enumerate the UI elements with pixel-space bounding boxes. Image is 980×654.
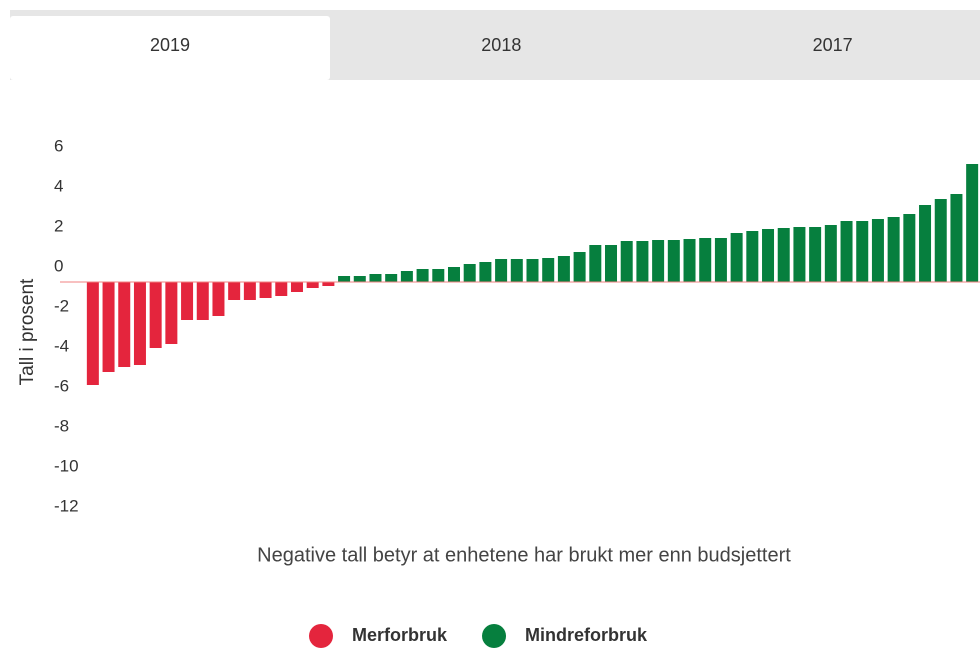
bar xyxy=(400,271,413,282)
bar xyxy=(762,229,775,282)
bar xyxy=(432,269,445,282)
y-tick-label: -6 xyxy=(54,376,69,395)
bar xyxy=(526,259,539,282)
bar xyxy=(228,282,241,300)
bar xyxy=(542,258,555,282)
active-tab xyxy=(10,16,330,80)
bar xyxy=(777,228,790,282)
bar xyxy=(683,239,696,282)
bar xyxy=(589,245,602,282)
bar xyxy=(86,282,99,385)
bar xyxy=(887,217,900,282)
bar xyxy=(919,205,932,282)
tab-label[interactable]: 2019 xyxy=(150,35,190,55)
bar xyxy=(149,282,162,348)
y-tick-label: 6 xyxy=(54,136,63,155)
bar xyxy=(133,282,146,365)
tab-label[interactable]: 2018 xyxy=(481,35,521,55)
y-tick-label: 0 xyxy=(54,256,63,275)
bar xyxy=(290,282,303,292)
y-tick-label: -4 xyxy=(54,336,69,355)
bar xyxy=(871,219,884,282)
bar xyxy=(730,233,743,282)
bar xyxy=(746,231,759,282)
x-axis-label: Negative tall betyr at enhetene har bruk… xyxy=(257,544,791,566)
bar xyxy=(793,227,806,282)
bar xyxy=(652,240,665,282)
y-tick-label: 2 xyxy=(54,216,63,235)
bar xyxy=(620,241,633,282)
bar xyxy=(385,274,398,282)
bar xyxy=(573,252,586,282)
bar xyxy=(824,225,837,282)
legend-label[interactable]: Merforbruk xyxy=(352,625,448,645)
bar xyxy=(934,199,947,282)
y-tick-label: -8 xyxy=(54,416,69,435)
bar xyxy=(259,282,272,298)
y-axis-label: Tall i prosent xyxy=(17,278,38,385)
y-tick-label: -12 xyxy=(54,496,79,515)
tab-label[interactable]: 2017 xyxy=(813,35,853,55)
bar xyxy=(950,194,963,282)
y-tick-label: 4 xyxy=(54,176,63,195)
bar xyxy=(212,282,225,316)
bar xyxy=(416,269,429,282)
bar xyxy=(903,214,916,282)
bar xyxy=(275,282,288,296)
tabs: 2019 2018 2017 xyxy=(10,16,853,80)
bar xyxy=(369,274,382,282)
bar xyxy=(557,256,570,282)
bar xyxy=(463,264,476,282)
bar xyxy=(840,221,853,282)
bar xyxy=(322,282,335,286)
y-tick-label: -2 xyxy=(54,296,69,315)
bar xyxy=(636,241,649,282)
bar xyxy=(447,267,460,282)
bar xyxy=(338,276,351,282)
legend-label[interactable]: Mindreforbruk xyxy=(525,625,648,645)
bar xyxy=(243,282,256,300)
bar xyxy=(353,276,366,282)
bar xyxy=(165,282,178,344)
bar xyxy=(181,282,194,320)
bar xyxy=(856,221,869,282)
bar xyxy=(667,240,680,282)
bar xyxy=(699,238,712,282)
bar xyxy=(306,282,319,288)
y-tick-label: -10 xyxy=(54,456,79,475)
bar xyxy=(809,227,822,282)
legend-marker xyxy=(309,624,333,648)
bar xyxy=(118,282,131,367)
bar xyxy=(479,262,492,282)
bar xyxy=(714,238,727,282)
legend-marker xyxy=(482,624,507,648)
bar xyxy=(102,282,115,372)
bar xyxy=(495,259,508,282)
bar xyxy=(605,245,618,282)
bar xyxy=(196,282,209,320)
bar xyxy=(510,259,523,282)
bar xyxy=(966,164,979,282)
